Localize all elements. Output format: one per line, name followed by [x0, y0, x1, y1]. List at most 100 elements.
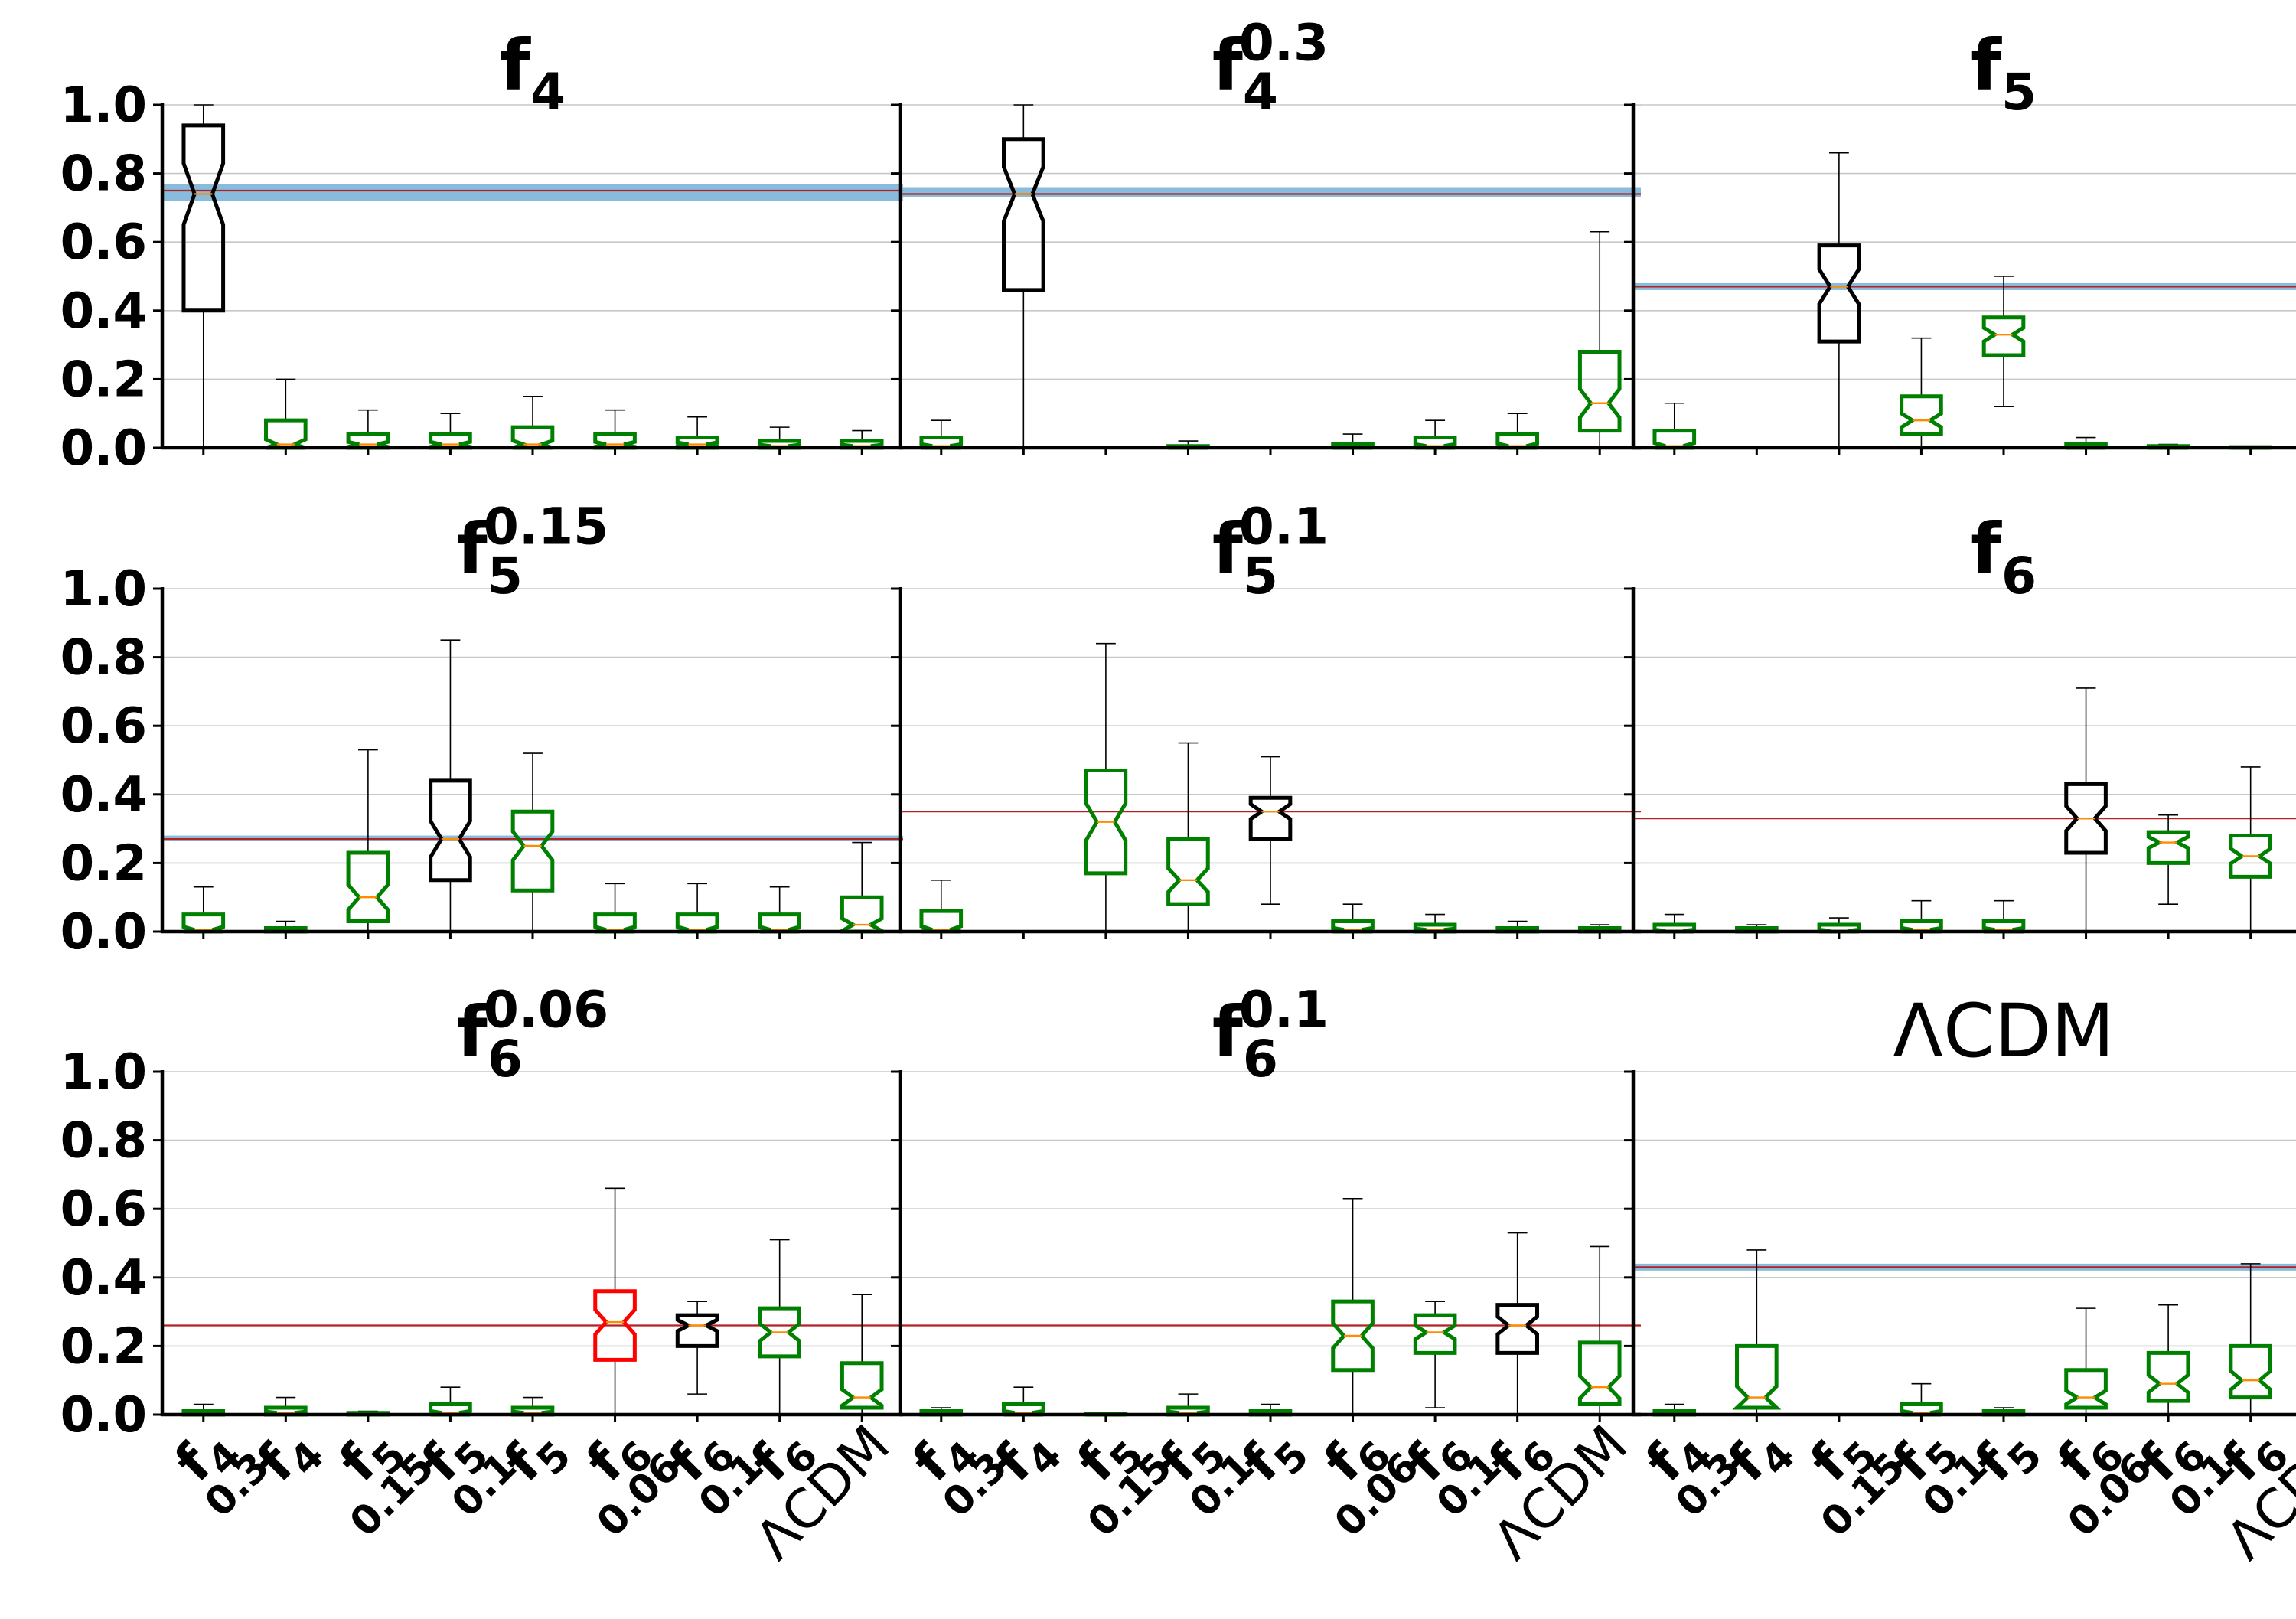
y-tick-label: 1.0 — [60, 561, 147, 618]
box-f5_0.1 — [510, 1396, 555, 1417]
reference-band — [900, 187, 1641, 197]
panel-title-sub: 4 — [530, 63, 566, 122]
box-f5_0.1 — [510, 395, 555, 450]
panel-title: f50.15 — [457, 497, 608, 605]
y-tick-label: 0.6 — [60, 1181, 147, 1238]
x-tick-label-f4_0.3: 0.3f4 — [934, 1411, 1071, 1548]
box-f4 — [919, 419, 964, 450]
y-tick-label: 0.6 — [60, 214, 147, 271]
box-f6_0.1 — [2229, 766, 2272, 932]
panel-title-base: f — [1971, 24, 2002, 106]
box-f5_0.1 — [1248, 756, 1293, 905]
y-tick-label: 0.4 — [60, 283, 147, 340]
x-tick-label-text: 0.1f5 — [1914, 1411, 2051, 1548]
box-f5_0.15 — [1900, 1382, 1943, 1417]
panel-title-text: f6 — [1971, 508, 2037, 605]
y-tick-label: 0.8 — [60, 146, 147, 203]
panel-title-sub: 5 — [2001, 63, 2037, 122]
box-f4_0.3 — [264, 378, 308, 450]
box-body — [1900, 394, 1943, 436]
box-body — [1248, 795, 1293, 841]
panel-5: f50.1 — [891, 497, 1641, 939]
x-tick-label-f4_0.3: 0.3f4 — [1668, 1432, 1805, 1526]
panel-2: f40.3 — [891, 13, 1641, 455]
panel-title-text: ΛCDM — [1893, 988, 2114, 1074]
box-f4 — [1652, 913, 1697, 934]
box-f6_0.06 — [675, 1301, 719, 1395]
y-tick-label: 0.2 — [60, 835, 147, 892]
box-f6 — [2064, 687, 2108, 932]
box-body — [346, 850, 390, 924]
box-body — [2146, 830, 2190, 865]
y-tick-label: 0.0 — [60, 420, 147, 477]
panel-title-sub: 5 — [488, 547, 523, 605]
box-f5_0.15 — [1166, 742, 1210, 932]
box-body — [2229, 1343, 2272, 1400]
panel-title-base: f — [1971, 508, 2002, 590]
box-body — [2146, 1350, 2190, 1403]
box-f4 — [181, 886, 226, 934]
panel-title-sup: 0.3 — [1239, 13, 1329, 72]
box-f6_0.1 — [1495, 1232, 1539, 1415]
box-lcdm — [840, 1294, 884, 1415]
box-f6_0.06 — [675, 416, 719, 450]
y-tick-label: 0.0 — [60, 1387, 147, 1444]
panel-title-base: f — [1212, 508, 1244, 590]
panel-7: 0.00.20.40.60.81.0 f60.06f40.3f4f50.15f50… — [60, 980, 903, 1572]
x-tick-label-text: 0.3f4 — [934, 1411, 1071, 1548]
box-f6_0.1 — [758, 1239, 801, 1415]
box-body — [1981, 315, 2026, 357]
box-f6 — [1331, 1197, 1375, 1415]
x-tick-label-base: ΛCDM — [743, 1413, 902, 1572]
box-f6_0.06 — [2146, 1304, 2190, 1415]
box-body — [2229, 834, 2272, 879]
box-body — [593, 1289, 637, 1362]
box-body — [1495, 1303, 1539, 1355]
box-f4_0.3 — [1002, 1386, 1045, 1417]
box-lcdm — [840, 841, 884, 934]
box-body — [593, 432, 637, 450]
panel-title-text: f4 — [500, 24, 566, 122]
panel-title-base: f — [457, 508, 488, 590]
box-f6_0.06 — [675, 883, 719, 934]
reference-band — [162, 184, 903, 201]
box-body — [429, 432, 472, 450]
panel-title-sub: 6 — [1243, 1030, 1278, 1089]
box-f6_0.06 — [1413, 913, 1457, 934]
box-f5 — [1817, 917, 1861, 934]
x-tick-label-f4_0.3: 0.3f4 — [197, 1411, 334, 1548]
box-f6_0.06 — [1413, 419, 1457, 450]
panel-4: 0.0 0.2 0.4 0.6 0.8 1.0 f50.15 — [60, 497, 903, 961]
panel-title: f5 — [1971, 24, 2037, 122]
x-tick-label-f5_0.1: 0.1f5 — [1181, 1432, 1318, 1526]
box-body — [919, 909, 964, 934]
box-body — [1002, 137, 1045, 292]
x-tick-label-text: 0.1f5 — [443, 1411, 580, 1548]
box-f6_0.06 — [1413, 1301, 1457, 1408]
x-tick-label-text: 0.3f4 — [197, 1411, 334, 1548]
y-tick-label: 1.0 — [60, 1044, 147, 1101]
box-f4_0.3 — [1732, 1249, 1782, 1415]
panel-title-base: f — [457, 991, 488, 1073]
box-body — [510, 809, 555, 893]
y-tick-label: 0.4 — [60, 1250, 147, 1307]
panel-title: f60.06 — [457, 980, 608, 1088]
box-f4_0.3 — [264, 1396, 308, 1417]
box-lcdm — [1577, 1245, 1622, 1415]
box-body — [675, 1313, 719, 1348]
box-body — [1577, 1340, 1622, 1407]
panel-3: f5 — [1624, 24, 2296, 455]
y-tick-label: 1.0 — [60, 77, 147, 134]
y-tick-label: 0.4 — [60, 767, 147, 824]
panel-title-sub: 6 — [488, 1030, 523, 1089]
panel-title-base: ΛCDM — [1893, 988, 2114, 1074]
panel-title-base: f — [500, 24, 531, 106]
box-f6 — [593, 1187, 637, 1415]
panel-title-text: f6 — [1212, 991, 1278, 1089]
panel-title-sub: 4 — [1243, 63, 1278, 122]
panel-title-sup: 0.06 — [484, 980, 608, 1039]
panel-8: f60.1f40.3f4f50.15f50.1f5f60.06f60.1f6ΛC… — [891, 980, 1641, 1572]
box-body — [181, 123, 226, 313]
box-body — [2064, 1368, 2108, 1410]
